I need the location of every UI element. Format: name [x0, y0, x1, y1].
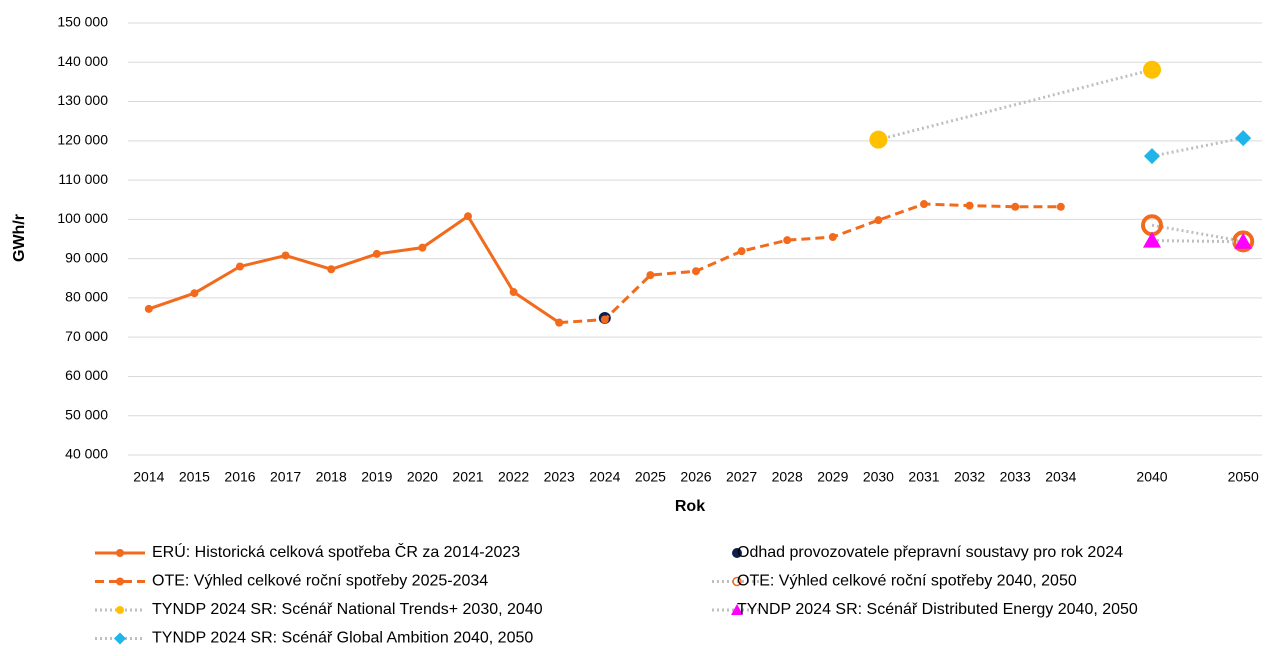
y-tick-label: 100 000: [57, 210, 108, 226]
data-point: [372, 249, 381, 258]
legend-label: TYNDP 2024 SR: Scénář National Trends+ 2…: [152, 601, 543, 618]
data-point: [920, 200, 928, 209]
y-tick-label: 130 000: [57, 92, 108, 108]
x-tick-label: 2014: [133, 469, 164, 485]
legend-label: OTE: Výhled celkové roční spotřeby 2040,…: [737, 573, 1077, 590]
series-line: [148, 214, 561, 324]
x-tick-label: 2029: [817, 469, 848, 485]
x-tick-label: 2040: [1136, 469, 1167, 485]
data-point: [327, 265, 336, 274]
data-point: [869, 130, 888, 149]
x-tick-label: 2017: [270, 469, 301, 485]
x-tick-label: 2016: [224, 469, 255, 485]
data-point: [1232, 230, 1255, 253]
y-tick-label: 50 000: [65, 406, 108, 422]
data-point: [1011, 202, 1020, 211]
x-tick-label: 2022: [498, 469, 529, 485]
data-point: [464, 212, 472, 221]
x-axis-label: Rok: [675, 498, 705, 515]
y-tick-label: 140 000: [57, 53, 108, 69]
legend-marker: [114, 632, 126, 645]
data-point: [555, 318, 564, 327]
x-tick-label: 2027: [726, 469, 757, 485]
legend-marker: [116, 549, 124, 557]
data-point: [692, 267, 700, 276]
x-tick-label: 2021: [452, 469, 483, 485]
legend-marker: [732, 548, 742, 558]
x-tick-label: 2015: [179, 469, 210, 485]
x-tick-label: 2019: [361, 469, 392, 485]
data-point: [1143, 60, 1161, 79]
series-line: [1151, 239, 1244, 244]
legend-label: TYNDP 2024 SR: Scénář Global Ambition 20…: [152, 630, 533, 647]
x-tick-label: 2023: [544, 469, 575, 485]
data-point: [646, 271, 655, 280]
x-tick-label: 2018: [316, 469, 347, 485]
data-point: [783, 236, 792, 245]
x-tick-label: 2025: [635, 469, 666, 485]
data-point: [190, 289, 199, 298]
data-point: [509, 288, 518, 297]
legend-label: Odhad provozovatele přepravní soustavy p…: [737, 544, 1123, 561]
data-point: [600, 315, 609, 324]
data-point: [874, 216, 883, 225]
series-line: [1151, 136, 1244, 158]
data-point: [965, 201, 974, 210]
y-tick-label: 90 000: [65, 249, 108, 265]
legend-marker: [731, 604, 743, 615]
data-point: [236, 262, 244, 271]
y-tick-label: 150 000: [57, 14, 108, 30]
x-tick-label: 2032: [954, 469, 985, 485]
y-tick-label: 110 000: [58, 171, 108, 187]
data-point: [737, 247, 746, 256]
x-tick-label: 2034: [1045, 469, 1076, 485]
series-line: [559, 202, 1061, 325]
x-tick-label: 2033: [1000, 469, 1031, 485]
y-tick-label: 120 000: [57, 132, 108, 148]
legend-marker: [732, 576, 742, 587]
legend-label: TYNDP 2024 SR: Scénář Distributed Energy…: [737, 601, 1138, 618]
legend-marker: [116, 606, 124, 614]
data-point: [828, 233, 837, 242]
x-tick-label: 2020: [407, 469, 438, 485]
y-tick-label: 40 000: [65, 446, 108, 462]
data-point: [1144, 148, 1160, 165]
data-point: [1234, 232, 1253, 249]
data-point: [1056, 202, 1065, 211]
data-point: [1235, 130, 1252, 147]
x-tick-label: 2030: [863, 469, 894, 485]
legend-label: OTE: Výhled celkové roční spotřeby 2025-…: [152, 573, 488, 590]
legend-label: ERÚ: Historická celková spotřeba ČR za 2…: [152, 542, 520, 561]
y-tick-label: 80 000: [65, 289, 108, 305]
y-tick-label: 60 000: [65, 367, 108, 383]
y-tick-label: 70 000: [65, 328, 108, 344]
x-tick-label: 2028: [772, 469, 803, 485]
x-tick-label: 2024: [589, 469, 620, 485]
series-line: [1151, 223, 1244, 243]
x-tick-label: 2050: [1228, 469, 1259, 485]
data-point: [281, 251, 290, 260]
x-tick-label: 2026: [680, 469, 711, 485]
legend-marker: [116, 577, 124, 586]
series-line: [878, 68, 1153, 142]
data-point: [1143, 231, 1161, 248]
data-point: [418, 243, 427, 252]
y-axis-label: GWh/r: [11, 214, 28, 262]
data-point: [144, 304, 153, 313]
x-tick-label: 2031: [908, 469, 939, 485]
